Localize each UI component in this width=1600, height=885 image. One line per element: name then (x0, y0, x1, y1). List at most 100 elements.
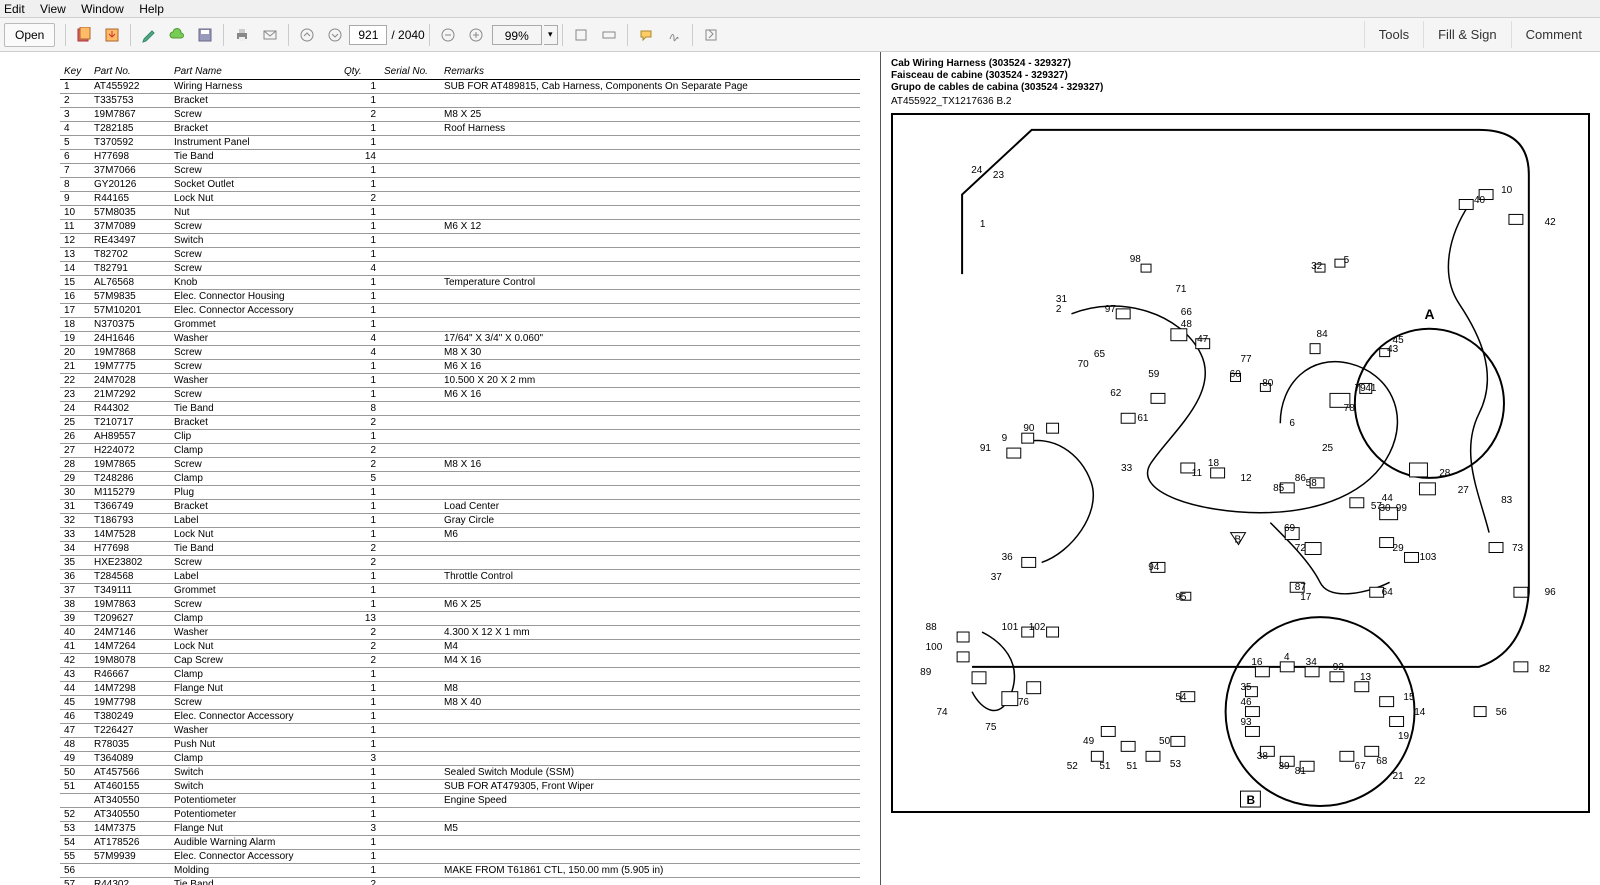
table-row: 56Molding1MAKE FROM T61861 CTL, 150.00 m… (60, 864, 860, 878)
table-row: 31T366749Bracket1Load Center (60, 500, 860, 514)
table-row: 47T226427Washer1 (60, 724, 860, 738)
table-row: 3314M7528Lock Nut1M6 (60, 528, 860, 542)
diagram-title-en: Cab Wiring Harness (303524 - 329327) (891, 58, 1590, 70)
table-row: 2T335753Bracket1 (60, 94, 860, 108)
table-row: 50AT457566Switch1Sealed Switch Module (S… (60, 766, 860, 780)
callout-number: 49 (1083, 736, 1094, 747)
table-row: 2819M7865Screw2M8 X 16 (60, 458, 860, 472)
table-row: 15AL76568Knob1Temperature Control (60, 276, 860, 290)
menubar: Edit View Window Help (0, 0, 1600, 18)
header-serial: Serial No. (380, 64, 440, 80)
menu-help[interactable]: Help (139, 2, 164, 16)
callout-number: 14 (1414, 707, 1425, 718)
header-key: Key (60, 64, 90, 80)
page-up-icon[interactable] (294, 22, 320, 48)
zoom-in-icon[interactable] (463, 22, 489, 48)
callout-number: 66 (1181, 307, 1192, 318)
comment-panel-button[interactable]: Comment (1511, 21, 1596, 48)
table-row: 30M115279Plug1 (60, 486, 860, 500)
table-row: 3819M7863Screw1M6 X 25 (60, 598, 860, 612)
menu-window[interactable]: Window (81, 2, 124, 16)
callout-number: 100 (926, 642, 943, 653)
table-row: 36T284568Label1Throttle Control (60, 570, 860, 584)
table-header-row: Key Part No. Part Name Qty. Serial No. R… (60, 64, 860, 80)
fit-width-icon[interactable] (596, 22, 622, 48)
callout-number: 67 (1355, 761, 1366, 772)
read-mode-icon[interactable] (698, 22, 724, 48)
callout-number: 5 (1344, 255, 1350, 266)
create-pdf-icon[interactable] (71, 22, 97, 48)
print-icon[interactable] (229, 22, 255, 48)
callout-number: 51 (1099, 761, 1110, 772)
fill-sign-panel-button[interactable]: Fill & Sign (1423, 21, 1511, 48)
callout-number: 12 (1241, 473, 1252, 484)
callout-number: 11 (1192, 468, 1202, 479)
table-row: 8GY20126Socket Outlet1 (60, 178, 860, 192)
page-number-input[interactable] (349, 25, 387, 45)
menu-edit[interactable]: Edit (4, 2, 25, 16)
table-row: 1AT455922Wiring Harness1SUB FOR AT489815… (60, 80, 860, 94)
table-row: 4114M7264Lock Nut2M4 (60, 640, 860, 654)
zoom-dropdown-icon[interactable]: ▾ (544, 25, 558, 45)
table-row: 24R44302Tie Band8 (60, 402, 860, 416)
callout-number: 32 (1311, 261, 1322, 272)
table-row: 2119M7775Screw1M6 X 16 (60, 360, 860, 374)
table-row: 4219M8078Cap Screw2M4 X 16 (60, 654, 860, 668)
save-icon[interactable] (192, 22, 218, 48)
callout-number: 39 (1279, 761, 1290, 772)
callout-number: 82 (1539, 664, 1550, 675)
callout-number: 37 (991, 572, 1002, 583)
callout-number: 68 (1376, 756, 1387, 767)
tools-panel-button[interactable]: Tools (1364, 21, 1423, 48)
callout-number: 87 (1295, 582, 1306, 593)
table-row: 57R44302Tie Band2 (60, 878, 860, 885)
diagram-page: Cab Wiring Harness (303524 - 329327) Fai… (880, 52, 1600, 885)
callout-number: 88 (926, 622, 937, 633)
callout-number: 42 (1545, 217, 1556, 228)
parts-list-page: Key Part No. Part Name Qty. Serial No. R… (0, 52, 880, 885)
page-down-icon[interactable] (322, 22, 348, 48)
callout-number: 25 (1322, 443, 1333, 454)
callout-number: 29 (1393, 543, 1404, 554)
callout-number: 1 (980, 219, 986, 230)
callout-number: 83 (1501, 495, 1512, 506)
email-icon[interactable] (257, 22, 283, 48)
table-row: 5T370592Instrument Panel1 (60, 136, 860, 150)
table-row: 34H77698Tie Band2 (60, 542, 860, 556)
parts-table: Key Part No. Part Name Qty. Serial No. R… (60, 64, 860, 885)
table-row: 2224M7028Washer110.500 X 20 X 2 mm (60, 374, 860, 388)
comment-icon[interactable] (633, 22, 659, 48)
callout-number: 53 (1170, 759, 1181, 770)
menu-view[interactable]: View (40, 2, 66, 16)
table-row: 52AT340550Potentiometer1 (60, 808, 860, 822)
callout-number: 28 (1439, 468, 1450, 479)
callout-number: 27 (1458, 485, 1469, 496)
svg-text:B: B (1235, 535, 1242, 546)
callout-number: 10 (1501, 185, 1512, 196)
callout-number: 95 (1175, 592, 1186, 603)
zoom-out-icon[interactable] (435, 22, 461, 48)
callout-number: 13 (1360, 672, 1371, 683)
cloud-icon[interactable] (164, 22, 190, 48)
callout-number: 46 (1241, 697, 1252, 708)
callout-number: 2 (1056, 304, 1062, 315)
callout-number: 71 (1175, 284, 1186, 295)
export-pdf-icon[interactable] (99, 22, 125, 48)
edit-icon[interactable] (136, 22, 162, 48)
open-button[interactable]: Open (4, 23, 55, 47)
callout-number: 61 (1137, 413, 1148, 424)
table-row: 5314M7375Flange Nut3M5 (60, 822, 860, 836)
callout-number: 47 (1197, 334, 1208, 345)
callout-number: 33 (1121, 463, 1132, 474)
callout-number: 72 (1295, 543, 1306, 554)
sign-icon[interactable] (661, 22, 687, 48)
toolbar: Open / 2040 99% ▾ Tools Fill & Sign Comm… (0, 18, 1600, 52)
callout-number: 77 (1241, 354, 1252, 365)
table-row: 737M7066Screw1 (60, 164, 860, 178)
callout-number: 58 (1306, 478, 1317, 489)
document-content: Key Part No. Part Name Qty. Serial No. R… (0, 52, 1600, 885)
fit-window-icon[interactable] (568, 22, 594, 48)
table-row: 13T82702Screw1 (60, 248, 860, 262)
table-row: 48R78035Push Nut1 (60, 738, 860, 752)
callout-number: 64 (1382, 587, 1393, 598)
